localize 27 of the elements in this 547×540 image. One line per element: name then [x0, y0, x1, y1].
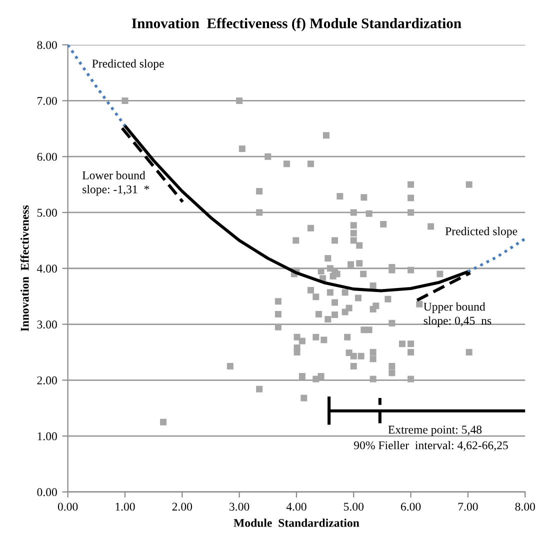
annotation: Extreme point: 5,48: [388, 426, 482, 436]
annotation: Predicted slope: [445, 226, 518, 238]
x-tick-label: 6.00: [400, 502, 421, 511]
y-tick-label: 7.00: [38, 96, 57, 105]
x-tick-label: 2.00: [172, 502, 192, 511]
x-tick-label: 4.00: [286, 502, 306, 511]
x-tick-label: 0.00: [58, 502, 78, 511]
annotation: Predicted slope: [92, 59, 164, 70]
y-tick-label: 0.00: [37, 488, 57, 496]
y-tick-label: 4.00: [36, 264, 57, 273]
x-tick-label: 8.00: [515, 502, 535, 511]
y-tick-label: 5.00: [37, 208, 57, 217]
annotation: Lower bound slope: -1,31 *: [82, 171, 150, 196]
x-tick-label: 1.00: [116, 502, 135, 511]
y-tick-label: 2.00: [37, 376, 57, 384]
x-tick-label: 7.00: [458, 502, 478, 511]
x-tick-label: 3.00: [230, 502, 250, 511]
y-tick-label: 6.00: [37, 152, 57, 161]
y-axis-title: Innovation Effectiveness: [20, 205, 29, 332]
x-axis-title: Module Standardization: [234, 518, 360, 527]
x-tick-label: 5.00: [344, 502, 364, 511]
y-tick-label: 1.00: [38, 432, 57, 440]
annotation: Upper bound slope: 0,45 ns: [424, 302, 492, 328]
y-tick-label: 3.00: [37, 320, 57, 329]
y-tick-label: 8.00: [37, 41, 57, 50]
chart-title: Innovation Effectiveness (f) Module Standardization: [132, 18, 462, 32]
annotation: 90% Fieller interval: 4,62-66,25: [354, 440, 508, 451]
